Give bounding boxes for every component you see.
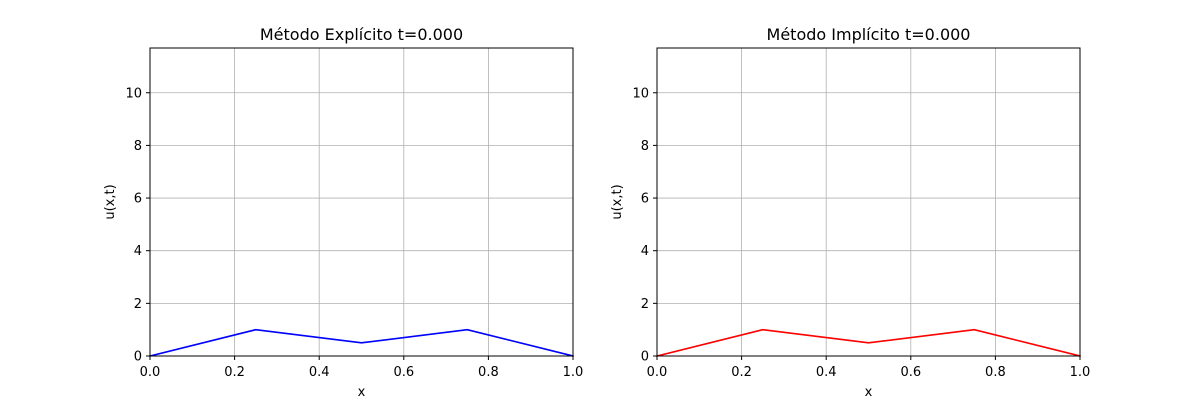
axes-frame: [656, 47, 1081, 357]
x-tick-label: 0.2: [224, 365, 245, 380]
y-tick-label: 2: [641, 297, 649, 312]
x-tick-label: 0.2: [731, 365, 752, 380]
x-axis-label: x: [358, 385, 366, 400]
axes-frame: [149, 47, 574, 357]
y-tick-label: 10: [125, 86, 142, 101]
y-tick-label: 0: [134, 350, 142, 365]
y-tick-label: 6: [641, 192, 649, 207]
series-line: [656, 328, 1081, 357]
x-tick-label: 0.0: [140, 365, 161, 380]
y-tick-label: 8: [641, 139, 649, 154]
y-tick-label: 4: [134, 244, 142, 259]
y-tick-label: 6: [134, 192, 142, 207]
x-tick-label: 0.4: [816, 365, 837, 380]
chart-panel-1: 0.0 0.2 0.4 0.6 0.8 1.0 0 2 4 6 8 10 Método Implícit…: [610, 25, 1090, 400]
chart-panel-0: 0.0 0.2 0.4 0.6 0.8 1.0 0 2 4 6 8 10 Método Explícit…: [103, 25, 583, 400]
x-tick-label: 1.0: [563, 365, 584, 380]
y-axis-label: u(x,t): [610, 184, 625, 219]
x-tick-label: 0.6: [900, 365, 921, 380]
y-axis-label: u(x,t): [103, 184, 118, 219]
x-tick-label: 1.0: [1070, 365, 1091, 380]
y-tick-label: 2: [134, 297, 142, 312]
x-tick-label: 0.8: [478, 365, 499, 380]
y-tick-label: 4: [641, 244, 649, 259]
y-tick-label: 8: [134, 139, 142, 154]
x-tick-label: 0.0: [647, 365, 668, 380]
x-tick-label: 0.8: [985, 365, 1006, 380]
series-line: [149, 328, 574, 357]
chart-title: Método Explícito t=0.000: [260, 25, 463, 44]
x-axis-label: x: [865, 385, 873, 400]
x-tick-label: 0.6: [393, 365, 414, 380]
x-tick-label: 0.4: [309, 365, 330, 380]
y-tick-label: 0: [641, 350, 649, 365]
y-tick-label: 10: [632, 86, 649, 101]
chart-title: Método Implícito t=0.000: [767, 25, 971, 44]
